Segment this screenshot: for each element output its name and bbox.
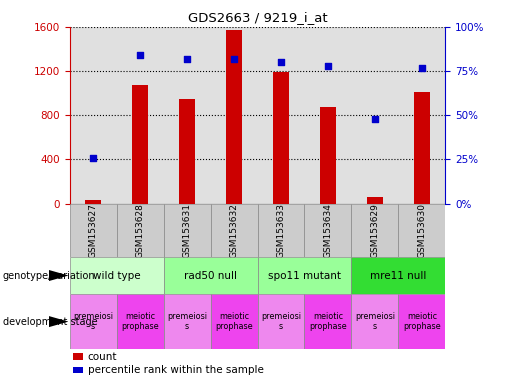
Bar xyxy=(70,204,116,257)
Text: count: count xyxy=(88,352,117,362)
Title: GDS2663 / 9219_i_at: GDS2663 / 9219_i_at xyxy=(187,11,328,24)
Text: premeiosi
s: premeiosi s xyxy=(73,312,113,331)
Text: premeiosi
s: premeiosi s xyxy=(167,312,207,331)
Point xyxy=(371,116,379,122)
Text: genotype/variation: genotype/variation xyxy=(3,270,95,281)
Bar xyxy=(258,294,304,349)
Text: meiotic
prophase: meiotic prophase xyxy=(215,312,253,331)
Bar xyxy=(414,92,430,204)
Bar xyxy=(70,257,164,294)
Text: premeiosi
s: premeiosi s xyxy=(261,312,301,331)
Text: GSM153627: GSM153627 xyxy=(89,203,97,258)
Bar xyxy=(258,204,304,257)
Bar xyxy=(164,204,211,257)
Text: premeiosi
s: premeiosi s xyxy=(355,312,395,331)
Text: meiotic
prophase: meiotic prophase xyxy=(121,312,159,331)
Bar xyxy=(352,204,399,257)
Bar xyxy=(273,72,289,204)
Bar xyxy=(320,108,336,204)
Bar xyxy=(304,294,352,349)
Point xyxy=(183,56,191,62)
Point xyxy=(230,56,238,62)
Bar xyxy=(211,204,258,257)
Text: development stage: development stage xyxy=(3,316,97,327)
Bar xyxy=(352,257,445,294)
Text: percentile rank within the sample: percentile rank within the sample xyxy=(88,365,264,375)
Bar xyxy=(352,294,399,349)
Text: wild type: wild type xyxy=(93,270,140,281)
Text: meiotic
prophase: meiotic prophase xyxy=(309,312,347,331)
Point xyxy=(277,59,285,65)
Bar xyxy=(258,257,351,294)
Text: GSM153630: GSM153630 xyxy=(418,203,426,258)
Text: rad50 null: rad50 null xyxy=(184,270,237,281)
Bar xyxy=(399,294,445,349)
Bar xyxy=(85,200,101,204)
Bar xyxy=(164,257,258,294)
Point xyxy=(418,65,426,71)
Bar xyxy=(70,294,116,349)
Bar xyxy=(211,294,258,349)
Bar xyxy=(367,197,383,204)
Point xyxy=(324,63,332,69)
Bar xyxy=(116,294,164,349)
Polygon shape xyxy=(49,316,68,327)
Point xyxy=(136,52,144,58)
Bar xyxy=(179,99,195,204)
Bar xyxy=(399,204,445,257)
Text: mre11 null: mre11 null xyxy=(370,270,426,281)
Bar xyxy=(116,204,164,257)
Text: GSM153632: GSM153632 xyxy=(230,203,238,258)
Text: GSM153633: GSM153633 xyxy=(277,203,285,258)
Polygon shape xyxy=(49,270,68,281)
Bar xyxy=(132,85,148,204)
Text: meiotic
prophase: meiotic prophase xyxy=(403,312,441,331)
Point xyxy=(89,154,97,161)
Bar xyxy=(73,353,83,360)
Text: GSM153634: GSM153634 xyxy=(323,203,333,258)
Bar xyxy=(304,204,352,257)
Text: GSM153631: GSM153631 xyxy=(182,203,192,258)
Text: GSM153628: GSM153628 xyxy=(135,203,145,258)
Text: spo11 mutant: spo11 mutant xyxy=(268,270,341,281)
Text: GSM153629: GSM153629 xyxy=(370,203,380,258)
Bar xyxy=(226,30,242,204)
Bar xyxy=(164,294,211,349)
Bar xyxy=(73,367,83,374)
